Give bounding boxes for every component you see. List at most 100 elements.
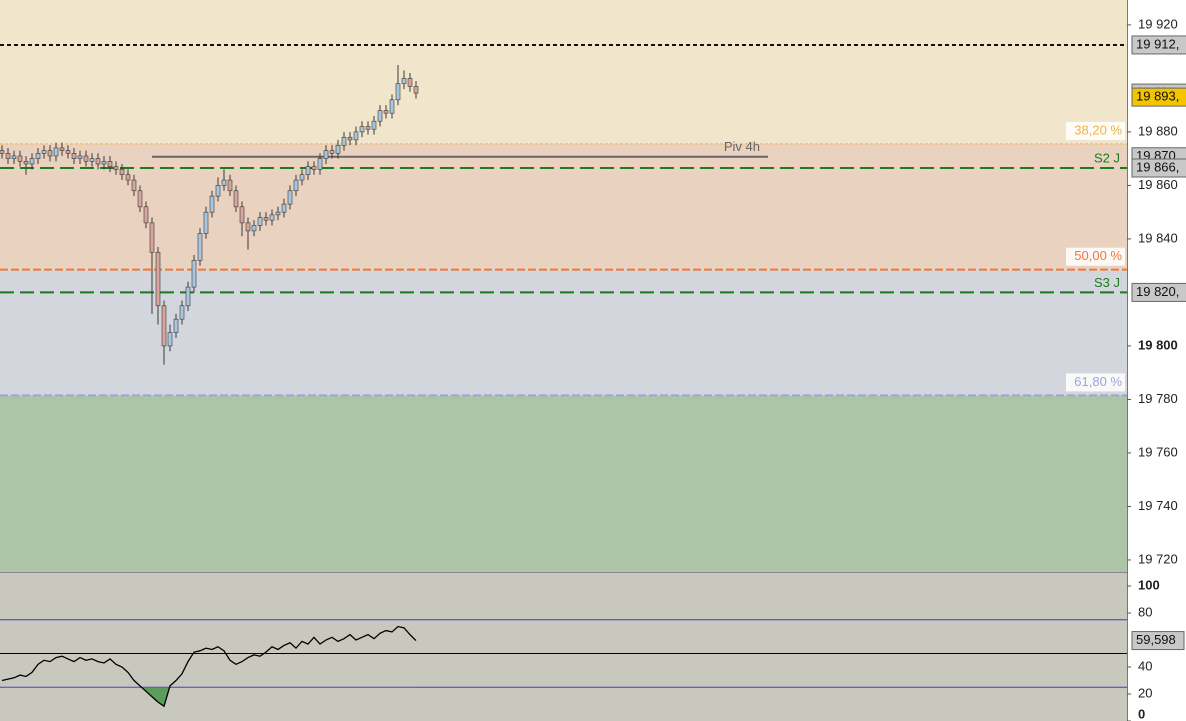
y-tick-label: 19 800	[1138, 337, 1178, 352]
candle-body	[281, 203, 287, 213]
candle-body	[35, 153, 41, 159]
candle-body	[5, 153, 11, 159]
candle-body	[125, 174, 131, 181]
level-label: S3 J	[1094, 275, 1120, 290]
price-label-box	[1131, 282, 1186, 302]
candle-body	[0, 150, 5, 154]
candle-body	[353, 131, 359, 141]
indicator-bg	[0, 573, 1127, 721]
candle-body	[89, 158, 95, 162]
y-tick-label: 0	[1138, 706, 1145, 721]
candle-body	[221, 179, 227, 186]
candle-body	[137, 190, 143, 208]
candle-body	[11, 155, 17, 159]
y-tick-label: 19 780	[1138, 391, 1178, 406]
fib-label: 38,20 %	[1074, 122, 1122, 137]
y-tick-label: 80	[1138, 604, 1152, 619]
y-tick-label: 19 920	[1138, 16, 1178, 31]
indicator-pane	[0, 619, 1127, 708]
candle-body	[191, 260, 197, 288]
axis-panel	[1127, 0, 1186, 721]
candle-body	[251, 225, 257, 232]
candle-body	[395, 83, 401, 101]
candle-body	[287, 190, 293, 205]
price-label: 19 820,	[1136, 284, 1179, 299]
candle-body	[365, 126, 371, 130]
candle-body	[227, 179, 233, 192]
candle-body	[197, 233, 203, 261]
y-tick-label: 19 860	[1138, 177, 1178, 192]
zone	[0, 395, 1127, 572]
candle-body	[107, 161, 113, 167]
price-label: 19 866,	[1136, 159, 1179, 174]
candle-body	[359, 126, 365, 133]
candle-body	[293, 179, 299, 192]
y-tick-label: 100	[1138, 577, 1160, 592]
candle-body	[257, 217, 263, 226]
candle-body	[185, 286, 191, 307]
candle-body	[383, 110, 389, 114]
indicator-fill	[141, 687, 170, 707]
candle-body	[239, 206, 245, 224]
candle-body	[77, 155, 83, 159]
y-tick-label: 19 720	[1138, 551, 1178, 566]
fib-label-box	[1066, 121, 1125, 140]
y-tick-label: 19 840	[1138, 230, 1178, 245]
candle-body	[329, 150, 335, 154]
candle-body	[203, 211, 209, 234]
candle-body	[311, 166, 317, 170]
level-label: S2 J	[1094, 150, 1120, 165]
candle-body	[317, 158, 323, 170]
fib-label: 50,00 %	[1074, 248, 1122, 263]
candle-body	[305, 166, 311, 176]
candle-body	[167, 332, 173, 347]
candle-body	[113, 166, 119, 170]
candle-body	[119, 169, 125, 176]
candle-body	[155, 251, 161, 307]
candle-body	[245, 222, 251, 232]
candle-body	[17, 155, 23, 162]
candle-body	[41, 150, 47, 154]
price-label-box	[1131, 87, 1186, 107]
candle-body	[83, 155, 89, 162]
y-tick-label: 19 740	[1138, 498, 1178, 513]
price-label-box	[1131, 35, 1186, 55]
candle-body	[215, 185, 221, 197]
candle-body	[95, 158, 101, 165]
candle-body	[47, 150, 53, 157]
price-pane: Piv 4h S2 J S3 J	[0, 0, 1127, 572]
y-tick-label: 19 760	[1138, 444, 1178, 459]
candle-body	[209, 195, 215, 213]
candle-body	[101, 161, 107, 165]
candle-body	[23, 161, 29, 165]
fib-label-box	[1066, 247, 1125, 266]
indicator-value-box	[1131, 631, 1185, 651]
candle-body	[275, 211, 281, 216]
candle-body	[389, 99, 395, 114]
indicator-value-label: 59,598	[1136, 632, 1176, 647]
candle-body	[233, 190, 239, 208]
price-label-box	[1131, 158, 1186, 178]
zone	[0, 143, 1127, 270]
candle-body	[347, 136, 353, 141]
fib-label-box	[1066, 373, 1125, 392]
y-tick-label: 19 880	[1138, 123, 1178, 138]
candle-body	[173, 318, 179, 333]
candle-body	[299, 174, 305, 181]
candle-body	[413, 86, 419, 94]
y-tick-label: 20	[1138, 685, 1152, 700]
y-tick-label: 40	[1138, 658, 1152, 673]
candle-body	[65, 150, 71, 154]
level-label: Piv 4h	[724, 139, 760, 154]
candle-body	[149, 222, 155, 253]
candle-body	[269, 214, 275, 221]
candle-body	[341, 136, 347, 146]
candle-body	[131, 179, 137, 192]
candle-body	[71, 153, 77, 159]
candle-body	[161, 305, 167, 347]
indicator-line	[1, 625, 417, 708]
candle-body	[143, 206, 149, 224]
candle-body	[323, 150, 329, 159]
